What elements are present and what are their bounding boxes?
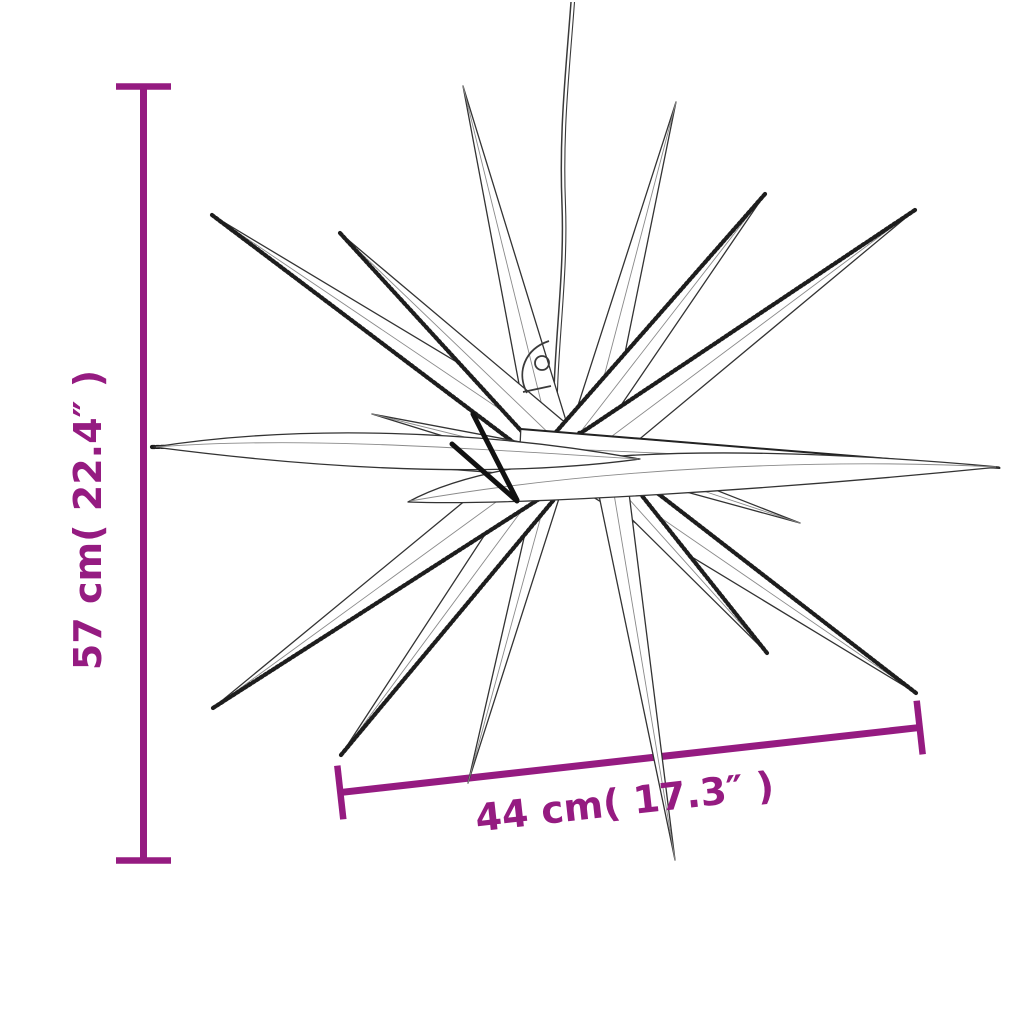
star-spike-ridge [212,469,541,709]
star-center-fold [470,411,520,503]
hanging-ring [534,355,550,371]
star-spike-ridge [564,193,766,453]
star-center-fold [449,441,520,504]
star-spike-led-edge [210,487,557,711]
hanging-cord [556,1,576,438]
star-spike-ridge [609,469,676,861]
width-dimension-cap-right [913,700,926,755]
star-spike-ridge [579,209,916,461]
height-dimension: 57 cm( 22.4″ ) [66,83,171,864]
height-dimension-label: 57 cm( 22.4″ ) [66,370,110,670]
star-spike-led-edge [547,191,768,442]
star-spike-ridge [462,85,549,431]
width-dimension-line [339,723,921,797]
star-spike-led-edge [564,207,918,445]
hanging-cord [552,1,572,438]
star-center-blade [153,432,641,471]
hanging-hook [521,340,550,394]
star-center-blade-ridge [155,442,639,460]
hanging-hook-mount [522,385,552,393]
star-spike-led-edge [618,466,770,656]
star-spike-ridge [339,232,586,469]
star-line-art [149,1,1001,861]
width-dimension-cap-left [334,765,347,820]
star-spike-led-edge [338,462,585,758]
star-center-blade-ridge [409,463,997,502]
star-spike-ridge [609,477,768,654]
width-dimension [334,700,926,820]
